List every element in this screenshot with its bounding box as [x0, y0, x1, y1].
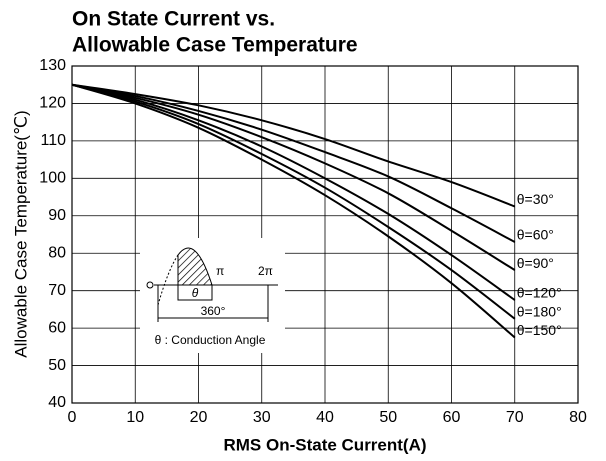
- series-line: [71, 83, 516, 301]
- series-label: θ=90°: [517, 255, 554, 271]
- y-tick-label: 110: [40, 132, 66, 149]
- x-tick-label: 70: [506, 409, 524, 426]
- y-tick-label: 70: [48, 282, 66, 299]
- inset-diagram: π 2π θ 360° θ : Conduction Angle: [140, 238, 285, 353]
- inset-origin: [146, 281, 154, 289]
- series-line: [71, 83, 516, 271]
- x-tick-label: 50: [379, 409, 397, 426]
- chart-title: Allowable Case Temperature: [72, 34, 358, 57]
- inset-pi: π: [216, 264, 224, 278]
- y-tick-label: 50: [48, 357, 66, 374]
- series-line: [71, 83, 516, 339]
- inset-theta-box: [177, 284, 213, 301]
- inset-hatched: [177, 247, 213, 286]
- inset-2pi: 2π: [258, 264, 273, 278]
- x-tick-label: 10: [126, 409, 144, 426]
- series-label: θ=120°: [517, 285, 562, 301]
- inset-theta: θ: [192, 286, 199, 300]
- series-label: θ=60°: [517, 227, 554, 243]
- y-axis-label: Allowable Case Temperature(℃): [11, 110, 30, 357]
- series-line: [71, 83, 516, 320]
- y-tick-label: 90: [48, 207, 66, 224]
- y-tick-label: 80: [48, 244, 66, 261]
- x-axis-label: RMS On-State Current(A): [223, 435, 426, 454]
- y-tick-label: 100: [39, 170, 66, 187]
- x-tick-label: 40: [316, 409, 334, 426]
- y-tick-label: 40: [48, 394, 66, 411]
- x-tick-label: 0: [68, 409, 77, 426]
- x-tick-label: 60: [443, 409, 461, 426]
- x-tick-label: 80: [569, 409, 587, 426]
- series-line: [71, 83, 516, 208]
- inset-dashed-curve: [157, 254, 179, 306]
- chart-title: On State Current vs.: [72, 8, 275, 31]
- y-tick-label: 130: [39, 57, 66, 74]
- series-line: [71, 83, 516, 243]
- series-label: θ=30°: [517, 191, 554, 207]
- inset-period: 360°: [201, 304, 226, 318]
- x-tick-label: 20: [190, 409, 208, 426]
- y-tick-label: 120: [39, 95, 66, 112]
- x-tick-label: 30: [253, 409, 271, 426]
- series-label: θ=150°: [517, 322, 562, 338]
- inset-caption: θ : Conduction Angle: [155, 333, 266, 347]
- series-label: θ=180°: [517, 303, 562, 319]
- plot-frame: [71, 65, 579, 404]
- y-tick-label: 60: [48, 319, 66, 336]
